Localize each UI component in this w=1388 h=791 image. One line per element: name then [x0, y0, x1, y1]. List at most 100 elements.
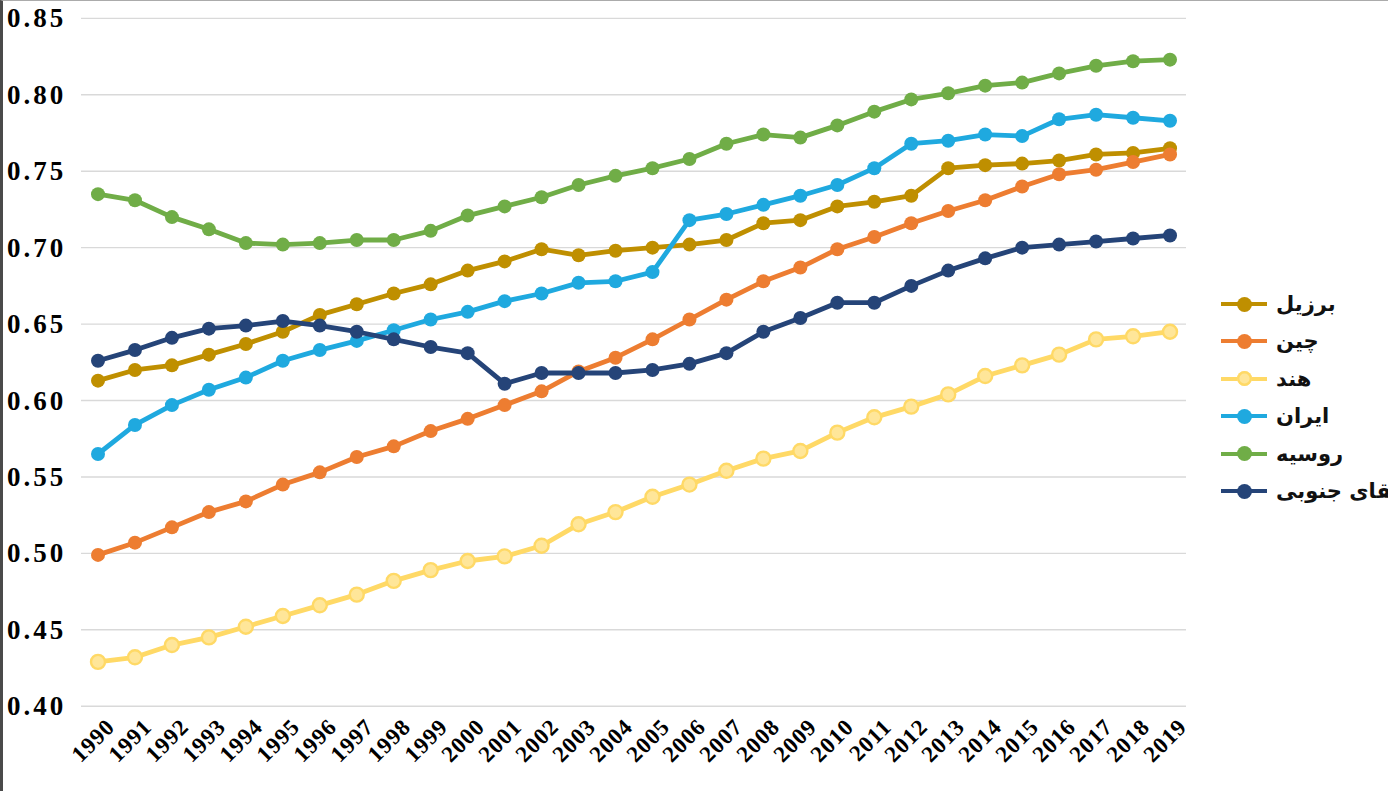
- data-point: [498, 294, 512, 308]
- data-point: [165, 638, 179, 652]
- data-point: [867, 161, 881, 175]
- legend-dot-icon: [1237, 409, 1252, 424]
- legend-dot-icon: [1237, 484, 1252, 499]
- data-point: [165, 358, 179, 372]
- data-point: [1126, 111, 1140, 125]
- legend-item: برزیل: [1221, 289, 1336, 319]
- data-point: [572, 517, 586, 531]
- data-point: [978, 251, 992, 265]
- data-point: [128, 650, 142, 664]
- data-point: [461, 209, 475, 223]
- data-point: [1052, 348, 1066, 362]
- data-point: [1015, 157, 1029, 171]
- data-point: [1089, 235, 1103, 249]
- data-point: [830, 118, 844, 132]
- legend-label: روسیه: [1276, 442, 1343, 466]
- series-line-5: [98, 235, 1170, 383]
- legend-line-marker-icon: [1221, 489, 1267, 493]
- data-point: [1052, 154, 1066, 168]
- data-point: [350, 588, 364, 602]
- data-point: [719, 346, 733, 360]
- legend-dot-icon: [1237, 371, 1252, 386]
- data-point: [424, 563, 438, 577]
- y-axis-tick-label: 0.45: [7, 615, 66, 645]
- legend-dot-icon: [1237, 446, 1252, 461]
- data-point: [461, 264, 475, 278]
- data-point: [645, 490, 659, 504]
- data-point: [867, 410, 881, 424]
- series-line-1: [98, 154, 1170, 554]
- data-point: [719, 207, 733, 221]
- data-point: [1052, 112, 1066, 126]
- data-point: [91, 447, 105, 461]
- data-point: [1089, 332, 1103, 346]
- legend-item: آفریقای جنوبی: [1221, 476, 1388, 506]
- data-point: [1163, 325, 1177, 339]
- data-point: [1089, 59, 1103, 73]
- data-point: [941, 86, 955, 100]
- data-point: [498, 377, 512, 391]
- legend-line-marker-icon: [1221, 377, 1267, 381]
- data-point: [165, 210, 179, 224]
- y-axis-tick-label: 0.60: [7, 386, 66, 416]
- data-point: [424, 424, 438, 438]
- data-point: [498, 254, 512, 268]
- data-point: [424, 224, 438, 238]
- data-point: [535, 366, 549, 380]
- data-point: [645, 265, 659, 279]
- data-point: [645, 241, 659, 255]
- data-point: [202, 322, 216, 336]
- data-point: [978, 128, 992, 142]
- data-point: [535, 539, 549, 553]
- data-point: [609, 244, 623, 258]
- data-point: [609, 505, 623, 519]
- data-point: [1126, 329, 1140, 343]
- data-point: [1015, 358, 1029, 372]
- data-point: [165, 331, 179, 345]
- data-point: [1052, 238, 1066, 252]
- data-point: [239, 620, 253, 634]
- data-point: [461, 412, 475, 426]
- data-point: [498, 549, 512, 563]
- data-point: [202, 630, 216, 644]
- y-axis-tick-label: 0.40: [7, 691, 66, 721]
- data-point: [1015, 180, 1029, 194]
- data-point: [793, 311, 807, 325]
- data-point: [867, 230, 881, 244]
- data-point: [756, 128, 770, 142]
- data-point: [387, 574, 401, 588]
- data-point: [793, 189, 807, 203]
- data-point: [756, 274, 770, 288]
- data-point: [313, 319, 327, 333]
- data-point: [793, 261, 807, 275]
- data-point: [1089, 108, 1103, 122]
- data-point: [793, 444, 807, 458]
- legend-label: برزیل: [1276, 292, 1336, 316]
- legend-line-marker-icon: [1221, 452, 1267, 456]
- data-point: [719, 137, 733, 151]
- legend-line-marker-icon: [1221, 302, 1267, 306]
- y-axis-tick-label: 0.70: [7, 233, 66, 263]
- data-point: [645, 363, 659, 377]
- data-point: [941, 204, 955, 218]
- data-point: [719, 233, 733, 247]
- data-point: [313, 465, 327, 479]
- data-point: [682, 238, 696, 252]
- data-point: [91, 374, 105, 388]
- data-point: [239, 337, 253, 351]
- data-point: [756, 216, 770, 230]
- legend-item: ایران: [1221, 401, 1329, 431]
- data-point: [461, 305, 475, 319]
- data-point: [91, 548, 105, 562]
- data-point: [535, 242, 549, 256]
- data-point: [276, 238, 290, 252]
- data-point: [978, 79, 992, 93]
- data-point: [387, 332, 401, 346]
- data-point: [128, 343, 142, 357]
- data-point: [645, 332, 659, 346]
- data-point: [756, 198, 770, 212]
- data-point: [239, 494, 253, 508]
- legend-dot-icon: [1237, 297, 1252, 312]
- legend-item: چین: [1221, 326, 1319, 356]
- data-point: [239, 319, 253, 333]
